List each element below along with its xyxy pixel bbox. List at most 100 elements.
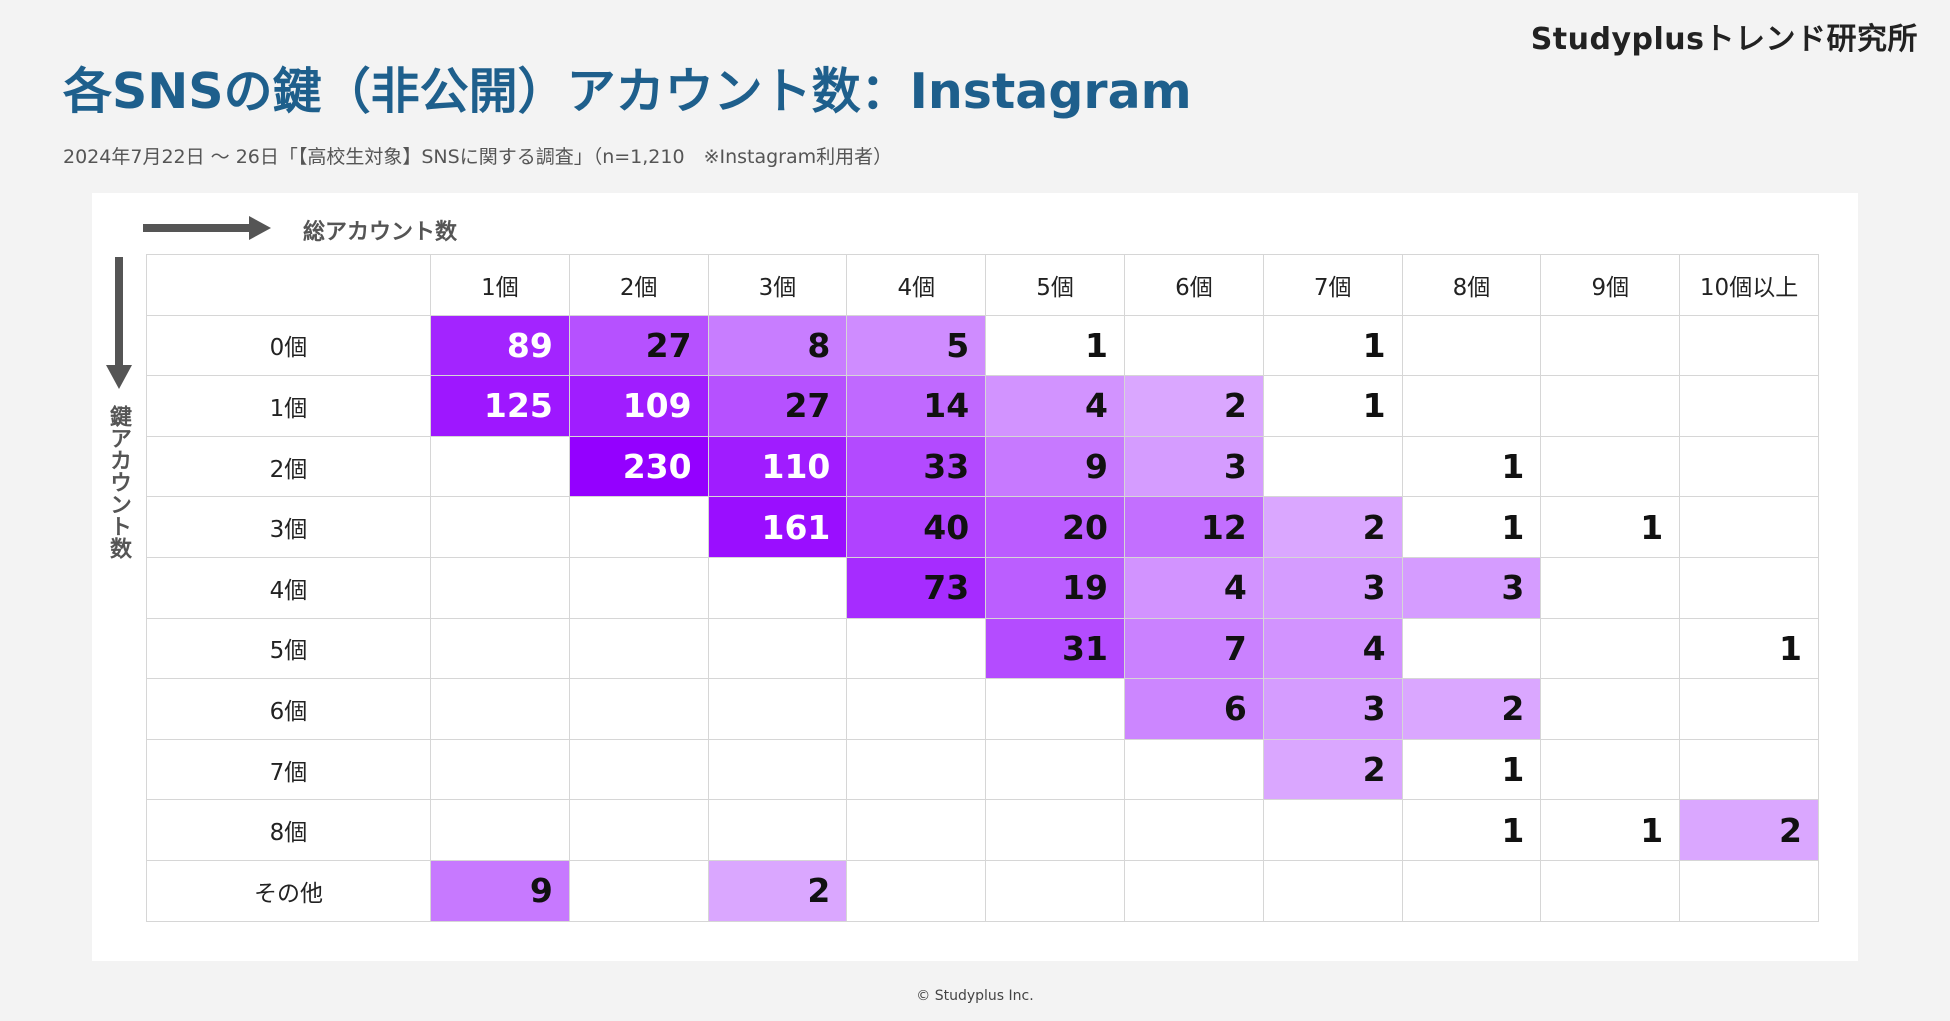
heatmap-cell — [1680, 376, 1819, 437]
heatmap-cell: 27 — [708, 376, 847, 437]
heatmap-cell — [431, 739, 570, 800]
heatmap-cell — [1541, 618, 1680, 679]
heatmap-table: 1個 2個 3個 4個 5個 6個 7個 8個 9個 10個以上 0個 89 27 8 5 1 1 1個 125 10… — [146, 254, 1819, 922]
heatmap-cell — [431, 497, 570, 558]
column-header: 10個以上 — [1680, 255, 1819, 316]
column-header: 9個 — [1541, 255, 1680, 316]
copyright-footer: © Studyplus Inc. — [0, 988, 1950, 1004]
column-header: 8個 — [1402, 255, 1541, 316]
row-header: その他 — [147, 860, 431, 921]
heatmap-cell: 33 — [847, 436, 986, 497]
heatmap-cell — [1263, 436, 1402, 497]
heatmap-cell — [431, 679, 570, 740]
heatmap-cell — [1680, 860, 1819, 921]
heatmap-cell — [569, 860, 708, 921]
heatmap-cell: 2 — [1680, 800, 1819, 861]
heatmap-cell — [1680, 679, 1819, 740]
heatmap-cell — [708, 618, 847, 679]
heatmap-cell: 1 — [1680, 618, 1819, 679]
heatmap-cell — [1263, 860, 1402, 921]
heatmap-cell: 109 — [569, 376, 708, 437]
heatmap-cell — [986, 860, 1125, 921]
heatmap-cell: 89 — [431, 315, 570, 376]
heatmap-cell: 4 — [1124, 557, 1263, 618]
heatmap-cell: 19 — [986, 557, 1125, 618]
heatmap-cell: 2 — [1124, 376, 1263, 437]
heatmap-cell — [1680, 315, 1819, 376]
column-header: 2個 — [569, 255, 708, 316]
heatmap-cell — [1541, 739, 1680, 800]
heatmap-cell — [847, 679, 986, 740]
heatmap-cell — [431, 800, 570, 861]
heatmap-cell — [1124, 800, 1263, 861]
heatmap-cell — [847, 800, 986, 861]
table-row: 6個 6 3 2 — [147, 679, 1819, 740]
heatmap-cell — [1680, 497, 1819, 558]
heatmap-cell: 3 — [1263, 679, 1402, 740]
page-title: 各SNSの鍵（非公開）アカウント数：Instagram — [63, 52, 1192, 123]
row-header: 5個 — [147, 618, 431, 679]
row-header: 2個 — [147, 436, 431, 497]
column-header: 7個 — [1263, 255, 1402, 316]
heatmap-cell: 1 — [1402, 436, 1541, 497]
heatmap-cell — [1541, 679, 1680, 740]
heatmap-cell — [986, 739, 1125, 800]
heatmap-cell — [1402, 376, 1541, 437]
heatmap-cell: 40 — [847, 497, 986, 558]
heatmap-cell: 1 — [1402, 800, 1541, 861]
heatmap-cell — [986, 679, 1125, 740]
heatmap-cell — [569, 679, 708, 740]
row-header: 8個 — [147, 800, 431, 861]
heatmap-cell: 2 — [1263, 497, 1402, 558]
heatmap-cell: 6 — [1124, 679, 1263, 740]
heatmap-cell: 1 — [1541, 800, 1680, 861]
heatmap-cell: 9 — [431, 860, 570, 921]
heatmap-cell: 3 — [1402, 557, 1541, 618]
heatmap-cell — [1680, 436, 1819, 497]
header-row: 1個 2個 3個 4個 5個 6個 7個 8個 9個 10個以上 — [147, 255, 1819, 316]
heatmap-cell — [1124, 315, 1263, 376]
heatmap-cell — [431, 436, 570, 497]
heatmap-cell — [569, 618, 708, 679]
heatmap-cell — [1124, 739, 1263, 800]
heatmap-cell: 2 — [1263, 739, 1402, 800]
survey-subtitle: 2024年7月22日 〜 26日「【高校生対象】SNSに関する調査」（n=1,2… — [63, 142, 892, 169]
column-header: 5個 — [986, 255, 1125, 316]
heatmap-cell: 2 — [708, 860, 847, 921]
row-header: 1個 — [147, 376, 431, 437]
heatmap-cell: 5 — [847, 315, 986, 376]
y-axis-label: 鍵アカウント数 — [104, 405, 132, 559]
heatmap-cell: 7 — [1124, 618, 1263, 679]
heatmap-cell: 161 — [708, 497, 847, 558]
heatmap-cell — [708, 800, 847, 861]
heatmap-cell — [986, 800, 1125, 861]
heatmap-cell: 4 — [1263, 618, 1402, 679]
row-header: 7個 — [147, 739, 431, 800]
row-header: 0個 — [147, 315, 431, 376]
table-row: 1個 125 109 27 14 4 2 1 — [147, 376, 1819, 437]
row-header: 4個 — [147, 557, 431, 618]
heatmap-cell: 125 — [431, 376, 570, 437]
heatmap-cell: 4 — [986, 376, 1125, 437]
heatmap-cell: 3 — [1263, 557, 1402, 618]
heatmap-cell — [1541, 315, 1680, 376]
heatmap-cell — [847, 739, 986, 800]
heatmap-cell — [708, 679, 847, 740]
heatmap-cell: 8 — [708, 315, 847, 376]
heatmap-cell: 27 — [569, 315, 708, 376]
table-row: 2個 230 110 33 9 3 1 — [147, 436, 1819, 497]
heatmap-cell — [1402, 315, 1541, 376]
heatmap-cell — [708, 739, 847, 800]
column-header: 6個 — [1124, 255, 1263, 316]
row-header: 6個 — [147, 679, 431, 740]
heatmap-cell — [569, 497, 708, 558]
column-header: 4個 — [847, 255, 986, 316]
heatmap-cell — [1541, 557, 1680, 618]
heatmap-cell: 20 — [986, 497, 1125, 558]
table-row: その他 9 2 — [147, 860, 1819, 921]
heatmap-cell — [569, 739, 708, 800]
heatmap-cell: 110 — [708, 436, 847, 497]
table-row: 8個 1 1 2 — [147, 800, 1819, 861]
heatmap-cell — [1680, 739, 1819, 800]
corner-cell — [147, 255, 431, 316]
